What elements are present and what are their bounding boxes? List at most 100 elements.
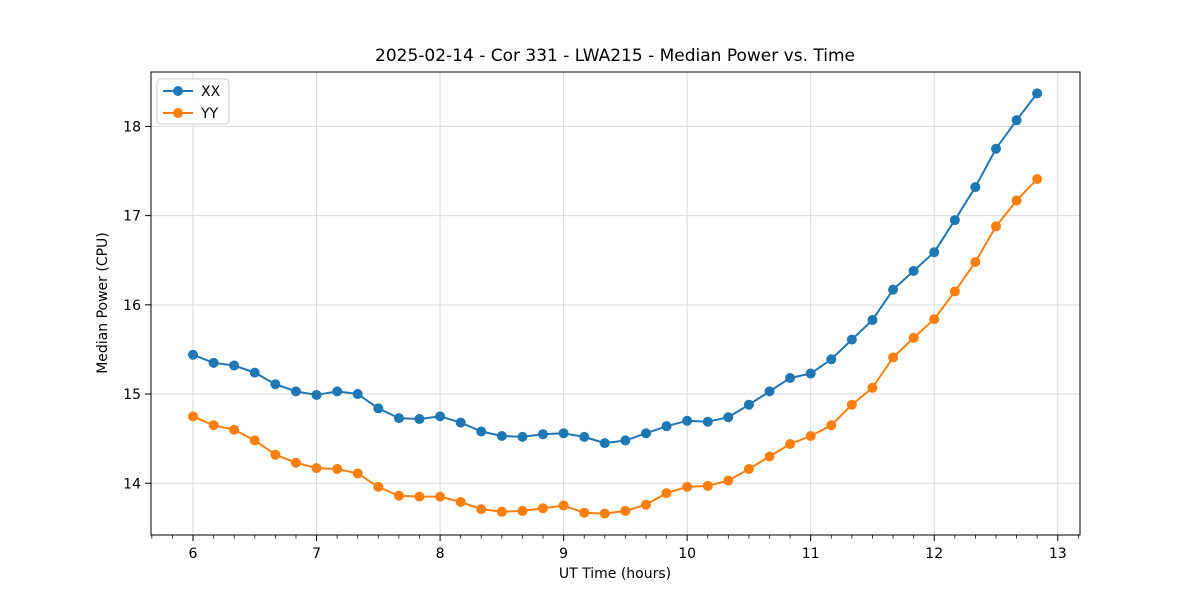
data-point-marker	[435, 411, 446, 422]
data-point-marker	[537, 503, 548, 514]
y-axis-label: Median Power (CPU)	[95, 232, 111, 374]
data-point-marker	[867, 382, 878, 393]
data-point-marker	[661, 421, 672, 432]
data-point-marker	[949, 215, 960, 226]
data-point-marker	[579, 431, 590, 442]
x-axis-label: UT Time (hours)	[559, 566, 671, 582]
data-point-marker	[620, 435, 631, 446]
legend: XX YY	[156, 78, 230, 125]
data-point-marker	[929, 247, 940, 258]
data-point-marker	[496, 430, 507, 441]
data-point-marker	[188, 349, 199, 360]
x-tick-label: 12	[925, 546, 943, 562]
data-point-marker	[805, 430, 816, 441]
data-point-marker	[249, 367, 260, 378]
data-point-marker	[208, 420, 219, 431]
data-point-marker	[229, 424, 240, 435]
data-point-marker	[990, 221, 1001, 232]
data-point-marker	[805, 368, 816, 379]
data-point-marker	[785, 439, 796, 450]
data-point-marker	[208, 357, 219, 368]
data-point-marker	[764, 451, 775, 462]
data-point-marker	[476, 504, 487, 515]
data-point-marker	[641, 499, 652, 510]
data-point-marker	[682, 481, 693, 492]
data-point-marker	[352, 468, 363, 479]
series-yy-line	[192, 178, 1038, 515]
data-point-marker	[311, 463, 322, 474]
data-point-marker	[888, 284, 899, 295]
data-point-marker	[270, 449, 281, 460]
data-point-marker	[496, 506, 507, 517]
data-point-marker	[311, 389, 322, 400]
data-point-marker	[229, 360, 240, 371]
plot-area-border	[150, 71, 1081, 536]
data-point-marker	[641, 428, 652, 439]
x-tick-label: 6	[189, 546, 198, 562]
data-point-marker	[188, 411, 199, 422]
data-point-marker	[888, 352, 899, 363]
data-point-marker	[970, 182, 981, 193]
legend-label: YY	[200, 106, 219, 122]
data-point-marker	[599, 508, 610, 519]
data-point-marker	[476, 426, 487, 437]
data-point-marker	[1011, 115, 1022, 126]
x-tick-label: 13	[1049, 546, 1067, 562]
legend-marker	[173, 86, 183, 96]
axes: 6 7 8 9 10 11 12 13 14 15 16 17 18	[123, 71, 1081, 562]
data-point-marker	[702, 480, 713, 491]
data-point-marker	[826, 354, 837, 365]
y-tick-label: 14	[123, 476, 141, 492]
data-point-marker	[352, 389, 363, 400]
data-point-marker	[537, 429, 548, 440]
data-point-marker	[867, 315, 878, 326]
data-point-marker	[249, 435, 260, 446]
x-tick-label: 9	[559, 546, 568, 562]
data-point-marker	[846, 334, 857, 345]
series-yy	[188, 174, 1043, 519]
chart-title: 2025-02-14 - Cor 331 - LWA215 - Median P…	[375, 46, 855, 66]
data-point-marker	[1032, 88, 1043, 99]
legend-marker	[173, 108, 183, 118]
legend-label: XX	[201, 84, 221, 100]
data-point-marker	[393, 413, 404, 424]
data-point-marker	[290, 386, 301, 397]
data-point-marker	[620, 505, 631, 516]
x-tick-label: 8	[436, 546, 445, 562]
gridlines	[151, 72, 1080, 535]
data-point-marker	[270, 379, 281, 390]
data-point-marker	[743, 399, 754, 410]
data-point-marker	[826, 420, 837, 431]
data-point-marker	[970, 257, 981, 268]
data-point-marker	[373, 481, 384, 492]
data-point-marker	[414, 491, 425, 502]
data-point-marker	[517, 431, 528, 442]
data-point-marker	[435, 491, 446, 502]
data-point-marker	[393, 490, 404, 501]
data-point-marker	[702, 416, 713, 427]
data-point-marker	[332, 463, 343, 474]
y-tick-label: 15	[123, 387, 141, 403]
y-tick-label: 16	[123, 298, 141, 314]
data-point-marker	[723, 412, 734, 423]
x-tick-label: 10	[678, 546, 696, 562]
series-xx	[188, 88, 1043, 449]
data-point-marker	[558, 428, 569, 439]
data-point-marker	[785, 372, 796, 383]
data-point-marker	[682, 415, 693, 426]
data-point-marker	[990, 143, 1001, 154]
data-series	[188, 88, 1043, 519]
data-point-marker	[1032, 174, 1043, 185]
x-tick-label: 7	[312, 546, 321, 562]
data-point-marker	[517, 505, 528, 516]
data-point-marker	[332, 386, 343, 397]
data-point-marker	[908, 265, 919, 276]
data-point-marker	[908, 332, 919, 343]
data-point-marker	[579, 507, 590, 518]
data-point-marker	[455, 496, 466, 507]
data-point-marker	[661, 488, 672, 499]
data-point-marker	[723, 475, 734, 486]
x-tick-label: 11	[802, 546, 820, 562]
